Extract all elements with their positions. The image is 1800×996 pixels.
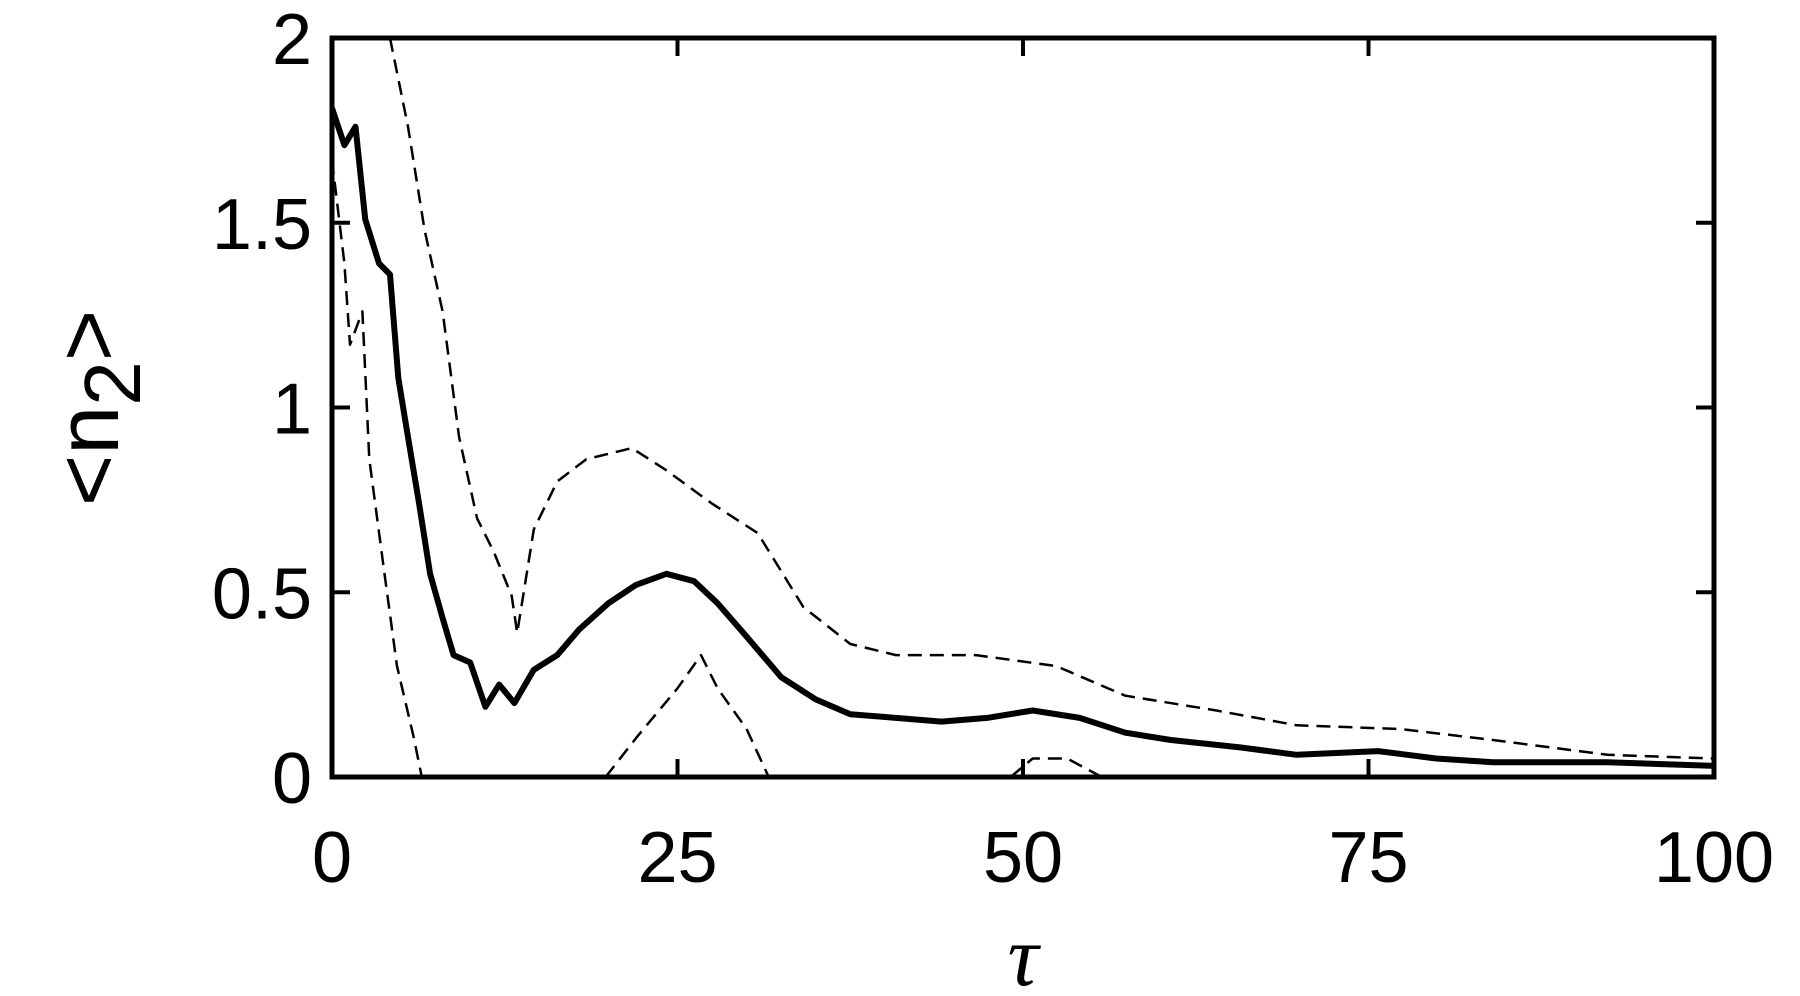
mean-line	[332, 107, 1714, 769]
y-tick-label: 1	[272, 370, 312, 450]
plot-frame	[329, 35, 1717, 780]
x-axis-label: τ	[1008, 908, 1042, 996]
x-tick-label: 0	[312, 818, 352, 898]
y-tick-label: 0	[272, 739, 312, 819]
x-tick-label: 25	[637, 818, 717, 898]
y-axis-label: <n2>	[38, 310, 157, 506]
x-tick-label: 50	[983, 818, 1063, 898]
dashed-line	[332, 159, 1103, 777]
y-tick-label: 0.5	[212, 554, 312, 634]
x-tick-label: 100	[1654, 818, 1774, 898]
y-label-part: >	[38, 310, 137, 361]
dashed-line	[388, 38, 1714, 760]
y-label-part: <n	[38, 406, 137, 506]
y-tick-label: 2	[272, 0, 312, 80]
y-label-subscript: 2	[68, 361, 157, 406]
x-tick-label: 75	[1328, 818, 1408, 898]
y-tick-label: 1.5	[212, 185, 312, 265]
